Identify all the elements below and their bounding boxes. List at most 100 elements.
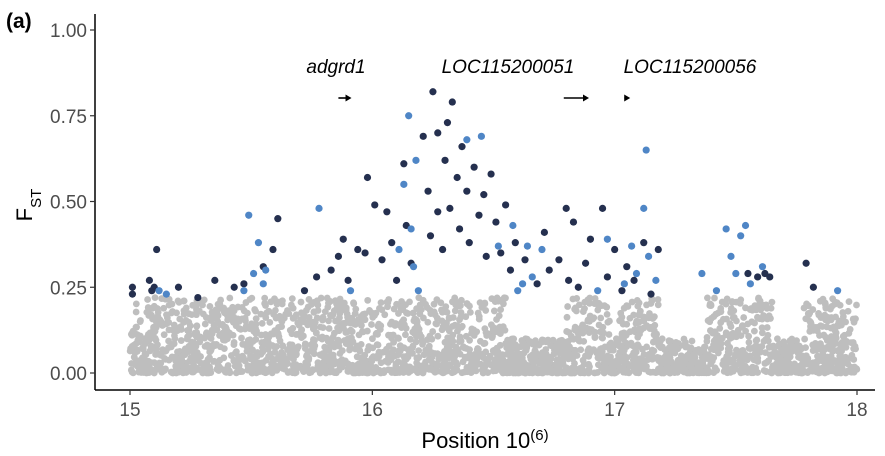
background-snp-point	[160, 304, 168, 312]
background-snp-point	[318, 333, 326, 341]
background-snp-point	[454, 299, 461, 306]
background-snp-point	[758, 324, 766, 332]
background-snp-point	[358, 369, 366, 376]
outlier-point	[586, 235, 595, 243]
background-snp-point	[214, 305, 222, 313]
background-snp-point	[538, 336, 546, 344]
background-snp-point	[274, 354, 282, 362]
background-snp-point	[288, 330, 296, 338]
background-snp-point	[237, 325, 245, 333]
background-snp-point	[335, 361, 343, 369]
background-snp-point	[263, 309, 271, 317]
background-snp-point	[127, 345, 135, 352]
background-snp-point	[232, 348, 240, 356]
outlier-point	[809, 283, 817, 291]
background-snp-point	[307, 347, 315, 355]
background-snp-point	[220, 304, 228, 312]
background-snp-point	[280, 361, 288, 368]
background-snp-point	[722, 329, 730, 337]
background-snp-point	[852, 315, 859, 323]
background-snp-point	[571, 305, 579, 313]
background-snp-point	[528, 353, 535, 361]
background-snp-point	[729, 329, 737, 337]
background-snp-point	[762, 335, 770, 343]
background-snp-point	[818, 343, 826, 351]
background-snp-point	[374, 322, 382, 330]
background-snp-point	[563, 313, 571, 321]
outlier-point	[262, 266, 270, 274]
background-snp-point	[575, 301, 583, 309]
outlier-point	[463, 187, 471, 195]
background-snp-point	[482, 307, 490, 314]
background-snp-point	[449, 337, 457, 345]
background-snp-point	[422, 358, 429, 366]
background-snp-point	[288, 295, 296, 303]
background-snp-point	[802, 344, 809, 351]
outlier-point	[269, 245, 277, 254]
outlier-point	[741, 221, 750, 230]
background-snp-point	[466, 302, 473, 310]
background-snp-point	[230, 338, 238, 346]
outlier-point	[754, 273, 762, 281]
gene-arrow-head	[583, 94, 590, 102]
outlier-point	[424, 187, 432, 195]
background-snp-point	[635, 318, 643, 326]
background-snp-point	[136, 318, 144, 325]
outlier-point	[455, 225, 464, 233]
y-tick-label: 1.00	[50, 21, 87, 42]
background-snp-point	[258, 319, 266, 327]
background-snp-point	[267, 298, 275, 306]
background-snp-point	[374, 341, 382, 349]
background-snp-point	[313, 314, 321, 322]
background-snp-point	[132, 308, 140, 316]
background-snp-point	[703, 334, 711, 341]
background-snp-point	[694, 359, 702, 367]
background-snp-point	[402, 331, 409, 339]
y-tick-label: 0.00	[50, 364, 87, 385]
outlier-point	[518, 280, 527, 288]
background-snp-point	[261, 300, 269, 307]
outlier-point	[540, 228, 548, 236]
background-snp-point	[351, 321, 359, 328]
background-snp-point	[316, 351, 324, 359]
background-snp-point	[298, 334, 305, 342]
outlier-point	[511, 239, 519, 247]
background-snp-point	[767, 343, 775, 351]
background-snp-point	[368, 357, 376, 365]
background-snp-point	[853, 301, 860, 309]
outlier-point	[521, 256, 529, 264]
outlier-point	[392, 276, 401, 284]
background-snp-point	[182, 367, 189, 375]
background-snp-point	[442, 303, 450, 311]
background-snp-point	[406, 363, 414, 371]
outlier-point	[439, 245, 447, 254]
background-snp-point	[815, 311, 823, 319]
background-snp-point	[838, 347, 845, 355]
background-snp-point	[612, 340, 620, 348]
background-snp-point	[131, 361, 139, 368]
background-snp-point	[604, 318, 612, 326]
background-snp-point	[186, 322, 194, 330]
outlier-series-1	[155, 112, 842, 298]
background-snp-point	[390, 338, 398, 346]
background-snp-point	[415, 353, 423, 361]
background-snp-point	[235, 362, 243, 370]
outlier-point	[441, 156, 449, 164]
outlier-point	[414, 287, 422, 295]
background-snp-point	[639, 313, 647, 321]
outlier-point	[470, 163, 478, 171]
background-snp-point	[767, 304, 775, 312]
outlier-point	[344, 276, 352, 284]
background-snp-point	[374, 352, 382, 359]
background-snp-point	[649, 368, 657, 376]
background-snp-point	[377, 359, 385, 367]
background-snp-point	[485, 355, 493, 362]
background-snp-point	[623, 354, 631, 361]
background-snp-point	[665, 337, 673, 345]
background-snp-point	[406, 298, 413, 306]
outlier-point	[162, 290, 170, 298]
outlier-point	[737, 232, 745, 240]
background-snp-point	[436, 351, 444, 359]
outlier-point	[581, 259, 590, 267]
background-snp-point	[624, 303, 632, 310]
